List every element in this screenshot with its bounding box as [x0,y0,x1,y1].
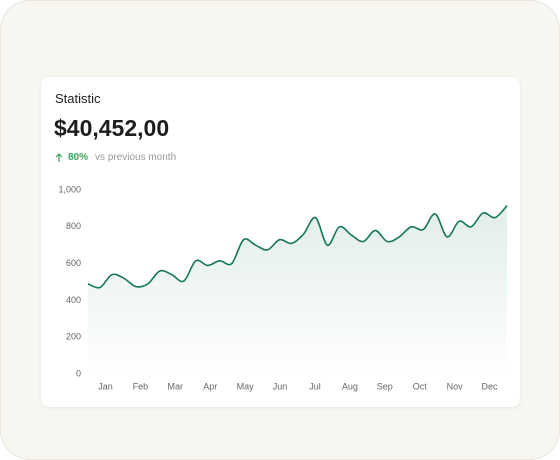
y-tick-label: 200 [66,332,81,342]
line [87,205,508,289]
y-tick-label: 400 [66,295,81,305]
x-tick-label: Apr [203,381,217,391]
change-note: vs previous month [95,152,177,163]
x-tick-label: Oct [413,381,428,391]
y-tick-label: 800 [66,221,81,231]
card-title: Statistic [55,91,101,106]
x-tick-label: Jan [98,381,113,391]
x-tick-label: Mar [168,381,184,391]
y-tick-label: 0 [76,368,81,378]
x-tick-label: Aug [342,381,358,391]
x-tick-label: Jul [309,381,321,391]
up-arrow [55,153,63,162]
x-tick-label: Dec [482,381,499,391]
y-tick-label: 600 [66,258,81,268]
amount: $40,452,00 [54,115,170,141]
y-tick-label: 1,000 [58,184,81,194]
x-tick-label: Sep [377,381,393,391]
change: 80% [68,152,89,163]
x-tick-label: Feb [133,381,149,391]
area [88,205,507,374]
x-tick-label: May [237,381,255,391]
x-tick-label: Nov [447,381,464,391]
x-tick-label: Jun [273,381,288,391]
